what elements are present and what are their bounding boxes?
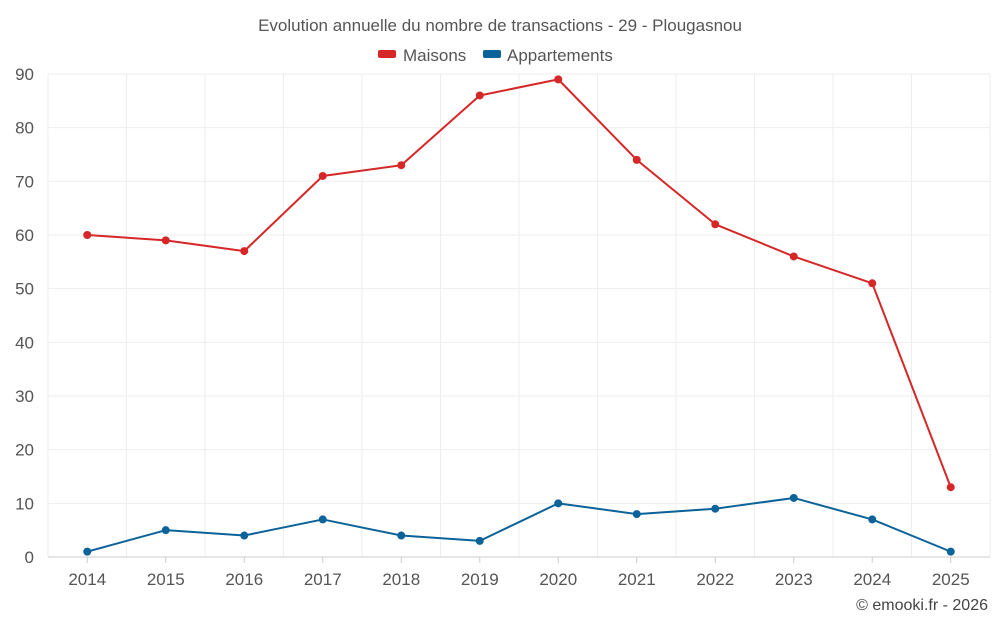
y-tick-label: 10 <box>15 494 34 513</box>
legend-swatch-appartements <box>483 50 501 58</box>
data-point-maisons <box>397 161 406 170</box>
data-point-appartements <box>161 526 170 535</box>
y-tick-label: 90 <box>15 65 34 84</box>
data-point-appartements <box>789 493 798 502</box>
x-tick-label: 2017 <box>304 570 342 589</box>
series <box>83 75 955 556</box>
legend-label-maisons[interactable]: Maisons <box>403 46 466 65</box>
y-tick-label: 80 <box>15 119 34 138</box>
data-point-appartements <box>868 515 877 524</box>
x-tick-label: 2018 <box>382 570 420 589</box>
legend: Maisons Appartements <box>378 46 613 65</box>
y-tick-label: 60 <box>15 226 34 245</box>
data-point-appartements <box>475 536 484 545</box>
data-point-maisons <box>240 247 249 256</box>
credit-text: © emooki.fr - 2026 <box>856 597 988 614</box>
grid <box>47 73 991 558</box>
y-tick-label: 70 <box>15 172 34 191</box>
data-point-appartements <box>240 531 249 540</box>
chart-title: Evolution annuelle du nombre de transact… <box>258 16 742 35</box>
data-point-maisons <box>475 91 484 100</box>
axes: 0 10 20 30 40 50 60 70 80 90 2014 2015 2016 2017 2018 2… <box>15 65 990 589</box>
y-tick-label: 50 <box>15 280 34 299</box>
x-tick-label: 2022 <box>696 570 734 589</box>
data-point-appartements <box>946 547 955 556</box>
data-point-appartements <box>397 531 406 540</box>
x-tick-label: 2019 <box>461 570 499 589</box>
data-point-appartements <box>318 515 327 524</box>
data-point-appartements <box>83 547 92 556</box>
data-point-appartements <box>711 504 720 513</box>
y-tick-label: 40 <box>15 333 34 352</box>
x-tick-label: 2016 <box>225 570 263 589</box>
data-point-appartements <box>632 510 641 519</box>
y-tick-label: 20 <box>15 441 34 460</box>
data-point-maisons <box>789 252 798 261</box>
y-tick-label: 0 <box>25 548 34 567</box>
x-tick-label: 2024 <box>853 570 891 589</box>
data-point-maisons <box>318 171 327 180</box>
series-line-maisons <box>87 78 952 488</box>
data-point-maisons <box>632 155 641 164</box>
data-point-appartements <box>554 499 563 508</box>
x-tick-label: 2014 <box>68 570 106 589</box>
x-tick-label: 2021 <box>618 570 656 589</box>
x-tick-label: 2020 <box>539 570 577 589</box>
data-point-maisons <box>868 279 877 288</box>
x-tick-label: 2023 <box>775 570 813 589</box>
x-tick-label: 2025 <box>932 570 970 589</box>
y-tick-label: 30 <box>15 387 34 406</box>
data-point-maisons <box>161 236 170 245</box>
data-point-maisons <box>946 483 955 492</box>
legend-swatch-maisons <box>378 50 396 58</box>
data-point-maisons <box>711 220 720 229</box>
data-point-maisons <box>83 231 92 239</box>
series-line-appartements <box>86 496 952 553</box>
legend-label-appartements[interactable]: Appartements <box>507 46 613 65</box>
data-point-maisons <box>554 75 563 84</box>
x-tick-label: 2015 <box>147 570 185 589</box>
